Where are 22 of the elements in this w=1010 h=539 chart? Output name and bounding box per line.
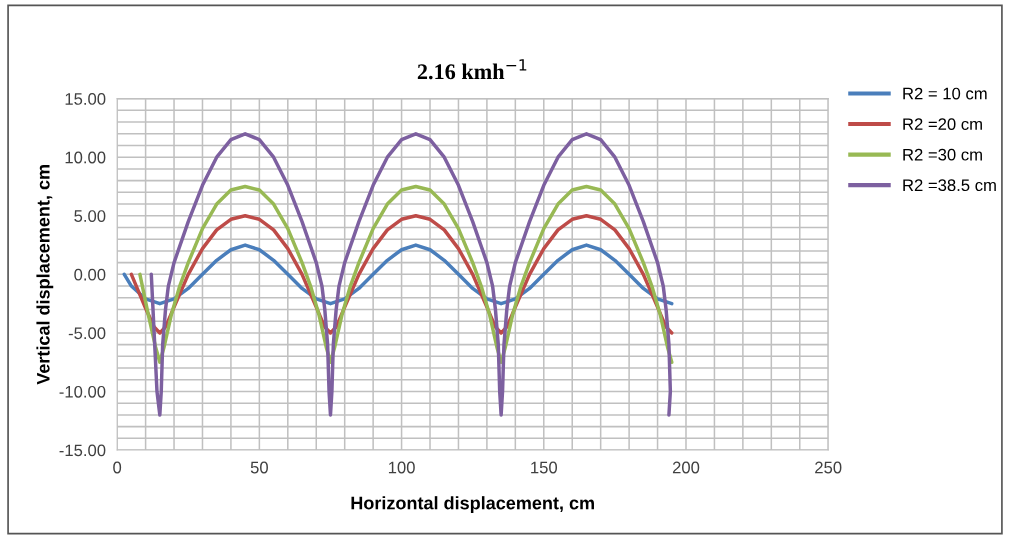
chart-title: 2.16 kmh$^{−1}$ (417, 59, 527, 80)
x-tick-label: 250 (815, 461, 842, 474)
x-axis-title: Horizontal displacement, cm (351, 496, 594, 513)
y-tick-label: 15.00 (65, 93, 106, 105)
x-tick-label: 50 (250, 461, 268, 474)
x-tick-label: 150 (531, 461, 558, 474)
legend-label: R2 =20 cm (903, 118, 982, 131)
x-tick-label: 0 (113, 461, 122, 474)
legend-label: R2 = 10 cm (903, 87, 987, 100)
y-tick-label: 5.00 (74, 210, 106, 222)
line-series (138, 184, 674, 364)
y-tick-label: 10.00 (65, 151, 106, 164)
legend-label: R2 =38.5 cm (903, 179, 996, 192)
y-tick-label: 0.00 (74, 268, 106, 281)
y-tick-label: -5.00 (68, 327, 106, 340)
y-tick-label: -10.00 (59, 385, 106, 398)
legend-label: R2 =30 cm (903, 148, 982, 161)
y-axis-title: Vertical displacement, cm (36, 165, 54, 385)
line-series (149, 132, 673, 417)
x-tick-label: 200 (672, 461, 700, 474)
y-tick-label: -15.00 (59, 444, 106, 457)
x-tick-label: 100 (388, 461, 415, 474)
